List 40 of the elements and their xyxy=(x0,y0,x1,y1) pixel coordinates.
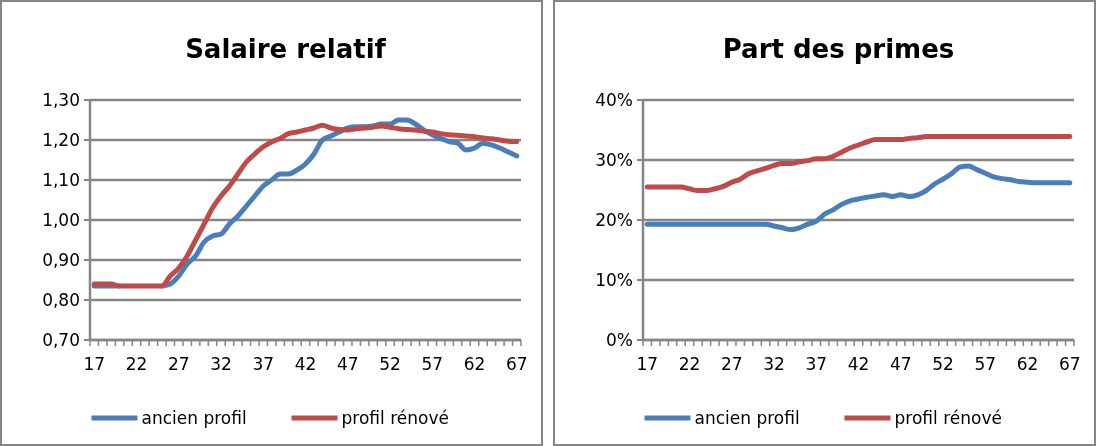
legend-label: ancien profil xyxy=(141,407,247,428)
legend-label: profil rénové xyxy=(341,407,449,428)
x-tick-label: 42 xyxy=(847,354,870,374)
y-tick-label: 1,20 xyxy=(42,129,80,150)
y-tick-label: 0% xyxy=(606,329,633,350)
x-tick-label: 27 xyxy=(720,354,743,374)
x-tick-label: 47 xyxy=(336,354,359,374)
x-tick-label: 22 xyxy=(125,354,148,374)
x-tick-label: 17 xyxy=(83,354,106,374)
x-tick-label: 67 xyxy=(505,354,528,374)
x-tick-label: 62 xyxy=(1016,354,1039,374)
legend-label: ancien profil xyxy=(694,407,800,428)
y-tick-label: 20% xyxy=(595,209,633,230)
y-tick-label: 0,80 xyxy=(42,289,80,310)
y-tick-label: 40% xyxy=(595,89,633,110)
x-tick-label: 62 xyxy=(463,354,486,374)
x-tick-label: 57 xyxy=(421,354,444,374)
x-tick-label: 37 xyxy=(252,354,275,374)
y-tick-label: 1,30 xyxy=(42,89,80,110)
x-tick-label: 52 xyxy=(379,354,401,374)
y-tick-label: 0,90 xyxy=(42,249,80,270)
x-tick-label: 67 xyxy=(1058,354,1081,374)
x-tick-label: 32 xyxy=(763,354,785,374)
x-tick-label: 27 xyxy=(167,354,190,374)
chart-title: Part des primes xyxy=(722,34,955,64)
x-tick-label: 17 xyxy=(636,354,659,374)
x-tick-label: 57 xyxy=(974,354,997,374)
y-tick-label: 0,70 xyxy=(42,329,80,350)
chart-title: Salaire relatif xyxy=(185,34,387,64)
x-tick-label: 32 xyxy=(210,354,232,374)
y-tick-label: 10% xyxy=(595,269,633,290)
x-tick-label: 22 xyxy=(678,354,701,374)
y-tick-label: 1,00 xyxy=(42,209,80,230)
y-tick-label: 1,10 xyxy=(42,169,80,190)
x-tick-label: 47 xyxy=(889,354,912,374)
x-tick-label: 42 xyxy=(294,354,317,374)
legend-label: profil rénové xyxy=(894,407,1002,428)
x-tick-label: 52 xyxy=(932,354,954,374)
x-tick-label: 37 xyxy=(805,354,828,374)
y-tick-label: 30% xyxy=(595,149,633,170)
